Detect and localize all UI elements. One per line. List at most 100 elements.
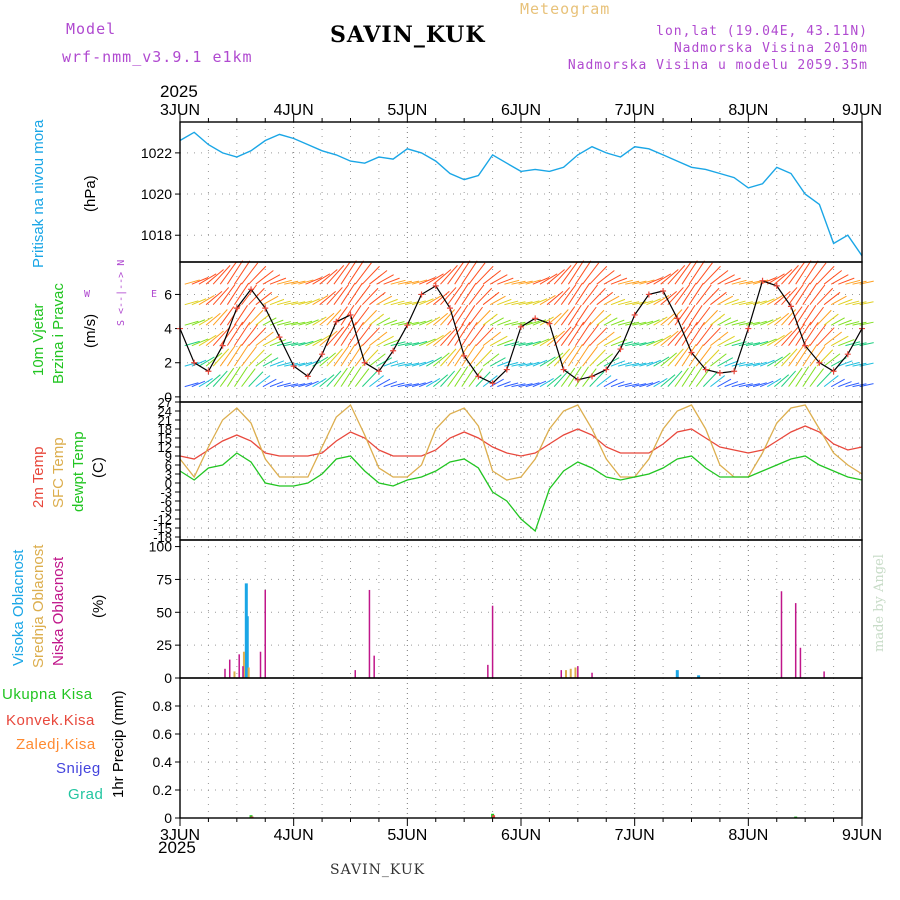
year-bottom: 2025 [158,838,196,857]
station-title: SAVIN_KUK [330,22,486,48]
wind-vector [212,287,230,306]
wind-vector [504,341,520,347]
wind-vector [191,319,206,326]
wind-vector [603,317,618,326]
wind-vector [518,342,533,347]
wind-vector [560,306,576,326]
wind-vector [759,319,774,326]
y-tick-label: 0.2 [153,782,173,798]
wind-vector [312,294,329,306]
wind-vector [575,305,589,326]
wind-vector [255,313,271,326]
wind-vector [411,382,426,388]
wind-vector [567,344,583,367]
wind-vector [426,316,441,326]
wind-vector [724,319,739,326]
wind-vector [326,265,345,285]
wind-vector [489,357,506,367]
wind-vector [809,306,824,326]
wind-vector [205,312,221,326]
x-tick-label-top: 6JUN [501,102,541,119]
wind-vector [852,301,867,306]
wind-vector [212,265,231,285]
y-tick-label: 1020 [141,186,172,202]
wind-vector [454,344,470,367]
wind-vector [823,270,842,285]
wind-speed-marker [361,359,368,366]
wind-vector [426,378,441,388]
wind-vector [674,261,692,285]
wind-vector [276,279,292,285]
wind-speed-marker [603,366,610,373]
wind-vector [269,339,287,347]
wind-vector [596,375,612,388]
wind-vector [823,291,841,306]
precip-label-snow: Snijeg [56,760,101,777]
wind-vector [426,334,444,347]
wind-vector [539,356,556,367]
wind-vector [688,260,705,285]
wind-vector [234,321,251,346]
y-tick-label: 0 [164,670,172,686]
cloud-bar-low [577,666,579,678]
wind-vector [589,349,606,367]
wind-vector [489,317,504,326]
wind-vector [241,368,256,387]
wind-vector [219,367,235,387]
wind-vector [653,378,668,388]
model-label: Model [66,20,117,38]
wind-vector [518,383,533,388]
wind-vector [603,378,618,388]
wind-vector [397,321,412,326]
wind-vector [411,361,426,367]
cloud-bar-low [264,589,266,678]
wind-vector [809,368,824,387]
cloud-bar-low [794,603,797,678]
wind-speed-marker [390,347,397,354]
wind-vector [440,370,456,387]
wind-vector [298,382,313,388]
y-tick-label: 24 [158,404,172,419]
wind-vector [312,378,327,388]
y-tick-label: 3 [165,467,172,482]
wind-vector [731,362,746,367]
wind-vector [738,342,753,347]
y-tick-label: 100 [149,539,173,555]
y-tick-label: 9 [165,449,172,464]
cloud-bar-mid [574,667,577,678]
wind-vector [269,360,285,367]
wind-vector [560,261,578,285]
wind-vector [440,326,458,346]
wind-vector [845,382,860,388]
x-tick-label-top: 4JUN [274,102,314,119]
x-tick-label-bottom: 8JUN [728,827,768,844]
wind-vector [397,342,412,347]
wind-vector [639,320,654,326]
wind-vector [312,334,331,347]
wind-vector [752,340,769,347]
wind-vector [774,291,791,306]
wind-vector [525,320,540,326]
precip-label-conv: Konvek.Kisa [6,712,95,729]
wind-vector [262,335,281,347]
wind-vector [397,280,412,285]
wind-vector [418,338,436,347]
cloud-bar-low [224,668,226,678]
wind-speed-marker [461,352,468,359]
wind-vector [376,335,394,347]
wind-speed-marker [802,342,809,349]
wind-vector [781,370,797,387]
wind-speed-marker [375,368,382,375]
wind-vector [603,295,620,306]
wind-vector [617,341,633,347]
wind-vector [284,321,299,326]
wind-vector [411,320,426,326]
wind-speed-marker [446,305,453,312]
lonlat-label: lon,lat (19.04E, 43.11N) [656,24,868,39]
wind-vector [248,265,267,285]
wind-vector [390,279,406,285]
wind-vector [447,345,463,367]
wind-vector [632,342,647,347]
wind-vector [440,287,457,306]
